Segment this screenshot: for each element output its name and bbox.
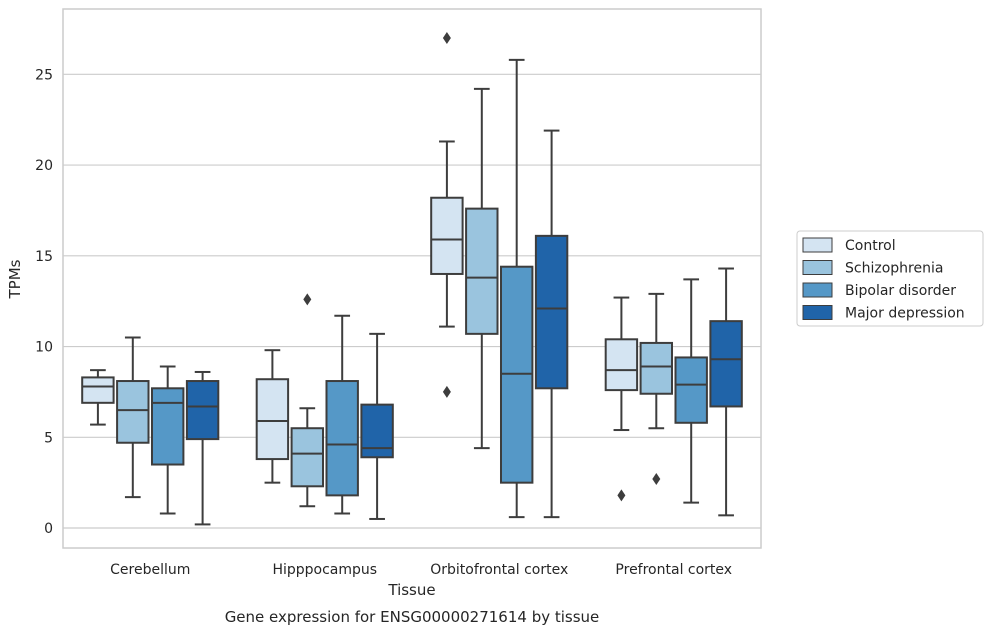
- y-tick-label: 0: [44, 521, 53, 537]
- y-tick-label: 20: [35, 158, 53, 174]
- box: [674, 356, 708, 424]
- legend-frame: [796, 230, 984, 327]
- outlier-marker: [652, 473, 661, 486]
- box-groups: [81, 32, 743, 526]
- y-tick-label: 25: [35, 67, 53, 83]
- legend-label: Major depression: [845, 306, 965, 322]
- box: [604, 338, 639, 392]
- outlier-marker: [303, 293, 312, 306]
- x-axis-label: Tissue: [387, 581, 435, 599]
- x-axis-ticks: Cerebellum Hipppocampus Orbitofrontal cort…: [110, 562, 732, 578]
- box: [150, 387, 185, 466]
- chart-caption: Gene expression for ENSG00000271614 by t…: [225, 608, 600, 626]
- box: [290, 427, 325, 488]
- box: [255, 378, 290, 461]
- box: [639, 341, 674, 395]
- legend-swatch: [802, 260, 833, 275]
- box-group: [604, 267, 743, 517]
- legend-label: Bipolar disorder: [845, 283, 956, 299]
- legend-swatch: [802, 305, 833, 320]
- box-group: [255, 293, 394, 520]
- y-tick-label: 15: [35, 249, 53, 265]
- box: [325, 380, 359, 497]
- box-group: [430, 32, 569, 519]
- outlier-marker: [442, 32, 451, 45]
- x-tick-label: Cerebellum: [110, 562, 190, 578]
- y-tick-label: 5: [44, 430, 53, 446]
- y-axis-label: TPMs: [6, 259, 24, 299]
- x-tick-label: Hipppocampus: [272, 562, 377, 578]
- box: [430, 196, 464, 275]
- y-tick-label: 10: [35, 340, 53, 356]
- box: [360, 403, 394, 459]
- y-axis-ticks: 0 5 10 15 20 25: [35, 67, 53, 537]
- box-group: [81, 336, 220, 526]
- box: [185, 380, 220, 441]
- legend: Control Schizophrenia Bipolar disorder Majo…: [796, 230, 984, 327]
- box: [81, 376, 115, 404]
- outlier-marker: [617, 489, 626, 502]
- box: [116, 380, 150, 444]
- legend-swatch: [802, 237, 833, 253]
- legend-swatch: [802, 282, 833, 298]
- legend-label: Control: [845, 238, 896, 254]
- x-tick-label: Prefrontal cortex: [615, 562, 732, 578]
- box: [534, 234, 569, 390]
- outlier-marker: [442, 385, 451, 398]
- x-tick-label: Orbitofrontal cortex: [430, 562, 568, 578]
- box: [709, 320, 743, 408]
- box: [465, 207, 499, 335]
- legend-label: Schizophrenia: [845, 261, 943, 277]
